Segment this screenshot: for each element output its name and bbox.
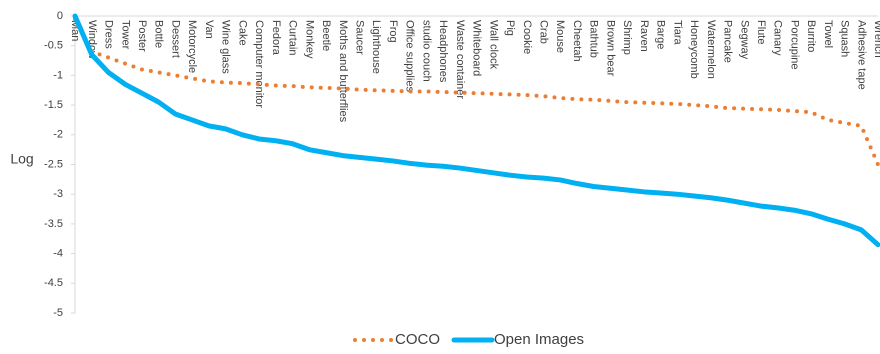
x-tick-label: Headphones xyxy=(437,20,449,83)
x-tick-label: Cake xyxy=(236,20,248,46)
x-tick-label: Moths and butterflies xyxy=(337,20,349,123)
x-tick-label: Burrito xyxy=(805,20,817,52)
x-tick-label: Porcupine xyxy=(788,20,800,70)
x-tick-label: Crab xyxy=(538,20,550,44)
x-tick-label: Dessert xyxy=(169,20,181,58)
y-tick-label: -5 xyxy=(53,307,63,319)
x-tick-label: Shrimp xyxy=(621,20,633,55)
x-tick-label: Raven xyxy=(638,20,650,52)
x-tick-label: Van xyxy=(203,20,215,39)
x-tick-label: Bottle xyxy=(153,20,165,48)
y-tick-label: -2.5 xyxy=(44,158,63,170)
x-tick-label: Flute xyxy=(755,20,767,44)
y-tick-label: -0.5 xyxy=(44,40,63,52)
x-tick-label: studio couch xyxy=(420,20,432,82)
x-tick-label: Wrench xyxy=(872,20,880,58)
x-tick-label: Fedora xyxy=(270,20,282,56)
x-tick-label: Dress xyxy=(103,20,115,49)
x-tick-label: Watermelon xyxy=(705,20,717,79)
x-tick-label: Lighthouse xyxy=(370,20,382,74)
x-tick-label: Office supplies xyxy=(404,20,416,92)
x-tick-label: Mouse xyxy=(554,20,566,53)
line-0 xyxy=(73,16,880,167)
y-tick-label: -1 xyxy=(53,69,63,81)
y-tick-label: -4 xyxy=(53,248,63,260)
x-tick-label: Adhesive tape xyxy=(855,20,867,90)
x-tick-label: Canary xyxy=(772,20,784,56)
y-axis-label: Log xyxy=(10,151,33,167)
x-tick-label: Segway xyxy=(738,20,750,60)
y-tick-label: 0 xyxy=(57,10,63,22)
x-tick-label: Cookie xyxy=(521,20,533,54)
x-tick-label: Computer monitor xyxy=(253,20,265,108)
x-tick-label: Frog xyxy=(387,20,399,43)
x-tick-label: Honeycomb xyxy=(688,20,700,79)
x-tick-label: Beetle xyxy=(320,20,332,51)
x-tick-label: Monkey xyxy=(303,20,315,59)
x-tick-label: Pig xyxy=(504,20,516,36)
line-1 xyxy=(72,13,880,248)
x-tick-label: Cheetah xyxy=(571,20,583,62)
x-tick-label: Poster xyxy=(136,20,148,52)
y-tick-label: -3 xyxy=(53,188,63,200)
legend-label: Open Images xyxy=(494,331,584,348)
y-tick-label: -1.5 xyxy=(44,99,63,111)
x-tick-label: Wall clock xyxy=(487,20,499,70)
x-tick-label: Brown bear xyxy=(604,20,616,77)
x-tick-label: Tower xyxy=(119,20,131,50)
x-tick-label: Squash xyxy=(839,20,851,57)
x-tick-label: Curtain xyxy=(287,20,299,55)
x-tick-label: Waste container xyxy=(454,20,466,99)
y-tick-label: -2 xyxy=(53,129,63,141)
x-tick-label: Tiara xyxy=(671,20,683,46)
legend-label: COCO xyxy=(395,331,440,348)
x-tick-label: Whiteboard xyxy=(471,20,483,76)
y-tick-label: -4.5 xyxy=(44,277,63,289)
y-tick-label: -3.5 xyxy=(44,218,63,230)
x-tick-label: Barge xyxy=(655,20,667,49)
x-tick-label: Towel xyxy=(822,20,834,48)
x-tick-label: Wine glass xyxy=(220,20,232,74)
x-tick-label: Pancake xyxy=(722,20,734,63)
x-tick-label: Motorcycle xyxy=(186,20,198,73)
x-tick-label: Saucer xyxy=(353,20,365,55)
x-tick-label: Bathtub xyxy=(588,20,600,58)
